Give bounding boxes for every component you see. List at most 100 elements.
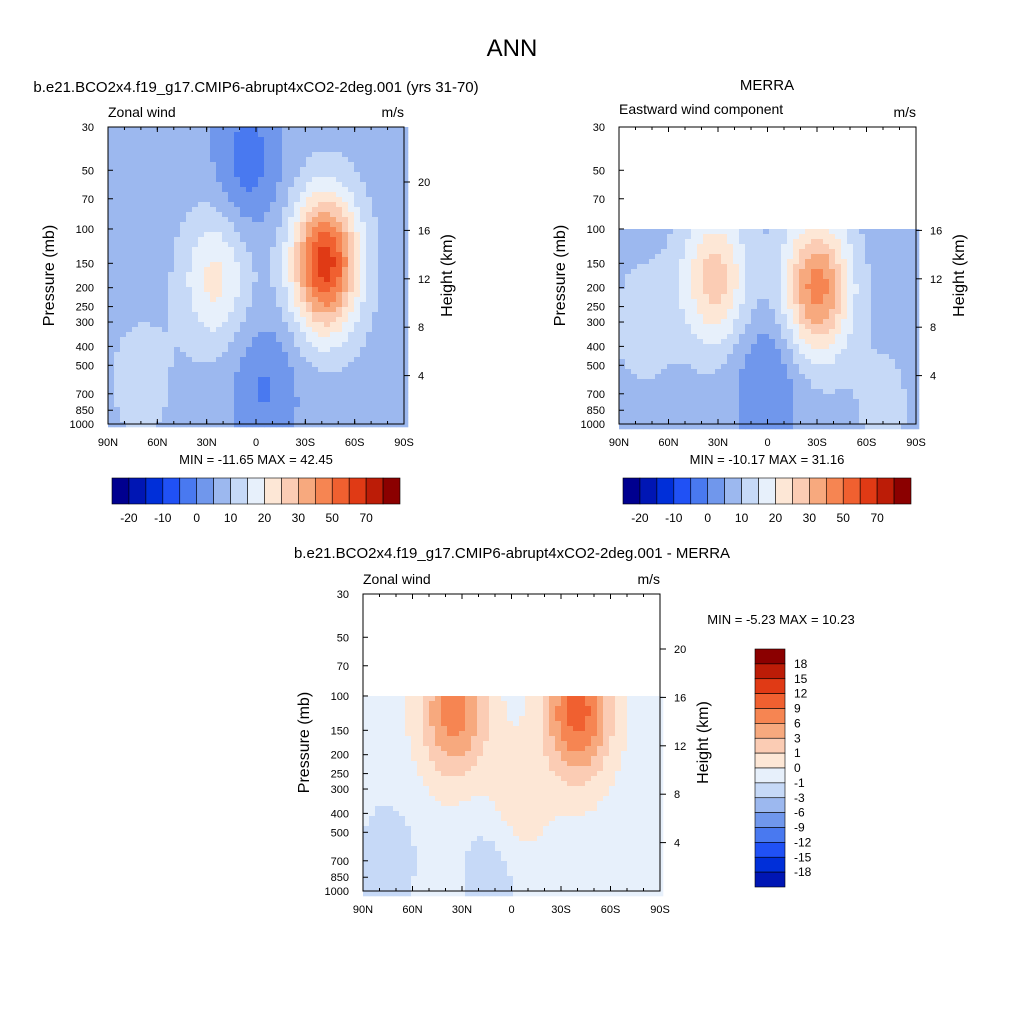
colorbar-swatch — [112, 478, 129, 504]
field-cell — [402, 417, 408, 422]
field-cell — [114, 257, 120, 262]
field-cell — [240, 337, 246, 342]
field-cell — [114, 422, 120, 427]
field-cell — [162, 387, 168, 392]
field-cell — [204, 362, 210, 367]
field-cell — [751, 334, 757, 339]
field-cell — [811, 399, 817, 404]
field-cell — [883, 239, 889, 244]
field-cell — [138, 367, 144, 372]
field-cell — [853, 399, 859, 404]
field-cell — [240, 252, 246, 257]
field-cell — [378, 212, 384, 217]
field-cell — [895, 229, 901, 234]
field-cell — [126, 362, 132, 367]
panel-model-title: b.e21.BCO2x4.f19_g17.CMIP6-abrupt4xCO2-2… — [33, 79, 478, 96]
field-cell — [222, 177, 228, 182]
field-cell — [162, 347, 168, 352]
field-cell — [348, 312, 354, 317]
field-cell — [877, 279, 883, 284]
field-cell — [661, 289, 667, 294]
field-cell — [745, 274, 751, 279]
field-cell — [847, 329, 853, 334]
field-cell — [643, 409, 649, 414]
field-cell — [192, 132, 198, 137]
field-cell — [354, 332, 360, 337]
field-cell — [348, 277, 354, 282]
field-cell — [240, 222, 246, 227]
field-cell — [378, 272, 384, 277]
field-cell — [168, 327, 174, 332]
field-cell — [390, 197, 396, 202]
field-cell — [210, 342, 216, 347]
field-cell — [619, 394, 625, 399]
field-cell — [384, 132, 390, 137]
field-cell — [276, 132, 282, 137]
field-cell — [312, 127, 318, 132]
field-cell — [396, 132, 402, 137]
field-cell — [306, 282, 312, 287]
field-cell — [883, 404, 889, 409]
field-cell — [787, 339, 793, 344]
field-cell — [156, 247, 162, 252]
field-cell — [198, 142, 204, 147]
field-cell — [270, 277, 276, 282]
field-cell — [402, 362, 408, 367]
field-cell — [330, 222, 336, 227]
field-cell — [775, 299, 781, 304]
field-cell — [691, 279, 697, 284]
field-cell — [366, 322, 372, 327]
field-cell — [258, 377, 264, 382]
field-cell — [114, 417, 120, 422]
field-cell — [204, 272, 210, 277]
field-cell — [643, 244, 649, 249]
field-cell — [156, 327, 162, 332]
field-cell — [174, 422, 180, 427]
field-cell — [625, 294, 631, 299]
field-cell — [210, 392, 216, 397]
field-cell — [372, 352, 378, 357]
field-cell — [877, 354, 883, 359]
field-cell — [853, 389, 859, 394]
field-cell — [222, 182, 228, 187]
field-cell — [174, 247, 180, 252]
field-cell — [775, 354, 781, 359]
field-cell — [871, 409, 877, 414]
field-cell — [637, 324, 643, 329]
field-cell — [354, 392, 360, 397]
field-cell — [318, 412, 324, 417]
colorbar-swatch — [146, 478, 163, 504]
field-cell — [156, 357, 162, 362]
field-cell — [402, 132, 408, 137]
field-cell — [252, 132, 258, 137]
field-cell — [667, 349, 673, 354]
field-cell — [168, 277, 174, 282]
field-cell — [799, 369, 805, 374]
field-cell — [384, 277, 390, 282]
field-cell — [727, 284, 733, 289]
field-cell — [378, 337, 384, 342]
field-cell — [775, 264, 781, 269]
field-cell — [901, 244, 907, 249]
field-cell — [294, 212, 300, 217]
field-cell — [649, 379, 655, 384]
field-cell — [847, 399, 853, 404]
field-cell — [204, 212, 210, 217]
field-cell — [204, 157, 210, 162]
field-cell — [282, 422, 288, 427]
field-cell — [877, 324, 883, 329]
field-cell — [811, 349, 817, 354]
field-cell — [715, 294, 721, 299]
field-cell — [360, 277, 366, 282]
field-cell — [805, 319, 811, 324]
field-cell — [673, 384, 679, 389]
field-cell — [264, 297, 270, 302]
field-cell — [366, 327, 372, 332]
field-cell — [673, 319, 679, 324]
field-cell — [192, 417, 198, 422]
field-cell — [180, 197, 186, 202]
field-cell — [396, 177, 402, 182]
field-cell — [901, 304, 907, 309]
field-cell — [829, 309, 835, 314]
field-cell — [378, 152, 384, 157]
